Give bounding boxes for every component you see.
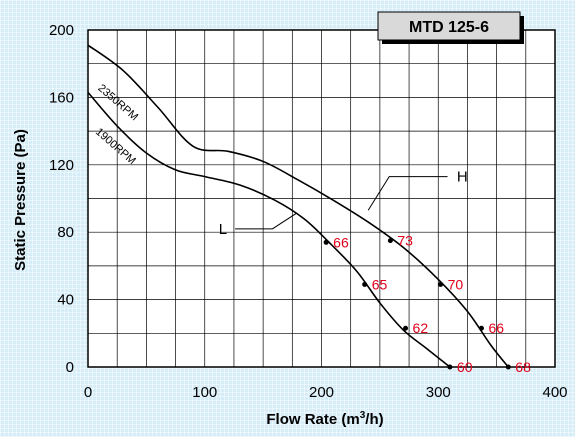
y-axis-title: Static Pressure (Pa) bbox=[12, 129, 29, 271]
operating-points: 73 70 66 68 66 65 62 60 bbox=[323, 233, 531, 375]
x-tick-label: 100 bbox=[192, 384, 217, 401]
model-badge-box bbox=[377, 11, 521, 41]
plot-grid bbox=[88, 30, 555, 367]
operating-point bbox=[447, 364, 453, 370]
y-tick-label: 80 bbox=[57, 224, 74, 241]
callout-l: L bbox=[219, 221, 227, 238]
x-tick-label: 400 bbox=[542, 384, 567, 401]
operating-point-label: 65 bbox=[372, 276, 388, 292]
axis-ticks: 0 100 200 300 400 0 40 80 120 160 200 bbox=[49, 22, 568, 401]
curve-layer bbox=[87, 44, 509, 368]
operating-point-label: 66 bbox=[488, 320, 504, 336]
operating-point bbox=[505, 364, 511, 370]
y-tick-label: 40 bbox=[57, 292, 74, 309]
series-line-2350rpm bbox=[87, 44, 509, 368]
callout-h: H bbox=[457, 169, 468, 186]
operating-point bbox=[478, 325, 484, 331]
y-tick-label: 160 bbox=[49, 89, 74, 106]
operating-point bbox=[387, 238, 393, 244]
operating-point-label: 70 bbox=[448, 276, 464, 292]
x-axis-title-end: /h) bbox=[365, 411, 383, 428]
model-badge: MTD 125-6 bbox=[377, 11, 524, 44]
series-line-1900rpm bbox=[87, 91, 451, 368]
callout-h-leader bbox=[367, 176, 448, 211]
y-tick-label: 120 bbox=[49, 157, 74, 174]
y-tick-label: 0 bbox=[66, 359, 74, 376]
x-tick-label: 200 bbox=[309, 384, 334, 401]
plot-frame bbox=[87, 29, 556, 368]
y-tick-label: 200 bbox=[49, 22, 74, 39]
x-axis-title-main: Flow Rate (m bbox=[266, 411, 359, 428]
operating-point bbox=[403, 325, 409, 331]
operating-point bbox=[323, 239, 329, 245]
chart-title: MTD 125-6 bbox=[409, 19, 489, 36]
operating-point-label: 66 bbox=[333, 234, 349, 250]
operating-point-label: 68 bbox=[515, 359, 531, 375]
x-tick-label: 300 bbox=[426, 384, 451, 401]
operating-point bbox=[362, 281, 368, 287]
operating-point-label: 62 bbox=[413, 320, 429, 336]
x-tick-label: 0 bbox=[84, 384, 92, 401]
x-axis-title: Flow Rate (m3/h) bbox=[266, 410, 383, 428]
x-axis-title-sup: 3 bbox=[360, 410, 366, 421]
operating-point-label: 60 bbox=[457, 359, 473, 375]
callout-l-leader bbox=[235, 213, 297, 230]
operating-point-label: 73 bbox=[397, 233, 413, 249]
operating-point bbox=[438, 281, 444, 287]
